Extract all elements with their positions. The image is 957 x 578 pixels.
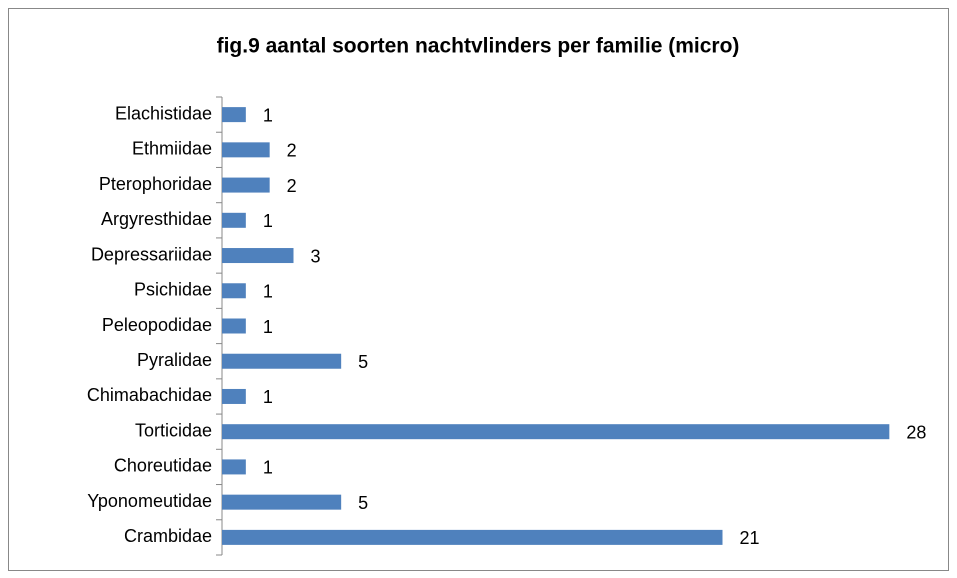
bar (222, 142, 270, 158)
data-label: 1 (263, 211, 273, 231)
bar (222, 283, 246, 299)
data-label: 21 (740, 528, 760, 548)
data-label: 1 (263, 458, 273, 478)
bar (222, 529, 723, 545)
bar (222, 494, 342, 510)
y-tick-label: Depressariidae (91, 244, 212, 264)
y-tick-label: Pyralidae (137, 350, 212, 370)
chart-border (8, 8, 949, 571)
y-tick-label: Peleopodidae (102, 315, 212, 335)
bar (222, 353, 342, 369)
data-label: 1 (263, 105, 273, 125)
data-label: 5 (358, 493, 368, 513)
data-label: 28 (906, 422, 926, 442)
bar (222, 248, 294, 264)
data-label: 5 (358, 352, 368, 372)
bar (222, 107, 246, 123)
bar (222, 424, 890, 440)
data-label: 3 (311, 246, 321, 266)
data-label: 2 (287, 176, 297, 196)
data-label: 1 (263, 282, 273, 302)
data-label: 1 (263, 387, 273, 407)
y-tick-label: Pterophoridae (99, 174, 212, 194)
bar (222, 318, 246, 334)
y-tick-label: Argyresthidae (101, 209, 212, 229)
y-tick-label: Yponomeutidae (87, 491, 212, 511)
chart-title: fig.9 aantal soorten nachtvlinders per f… (217, 35, 740, 58)
y-tick-label: Psichidae (134, 280, 212, 300)
y-tick-label: Torticidae (135, 420, 212, 440)
y-tick-label: Chimabachidae (87, 385, 212, 405)
data-label: 1 (263, 317, 273, 337)
y-tick-label: Ethmiidae (132, 139, 212, 159)
data-label: 2 (287, 141, 297, 161)
bar (222, 212, 246, 228)
y-tick-label: Choreutidae (114, 456, 212, 476)
bar (222, 459, 246, 475)
y-tick-label: Crambidae (124, 526, 212, 546)
bar (222, 388, 246, 404)
y-tick-label: Elachistidae (115, 103, 212, 123)
bar (222, 177, 270, 193)
